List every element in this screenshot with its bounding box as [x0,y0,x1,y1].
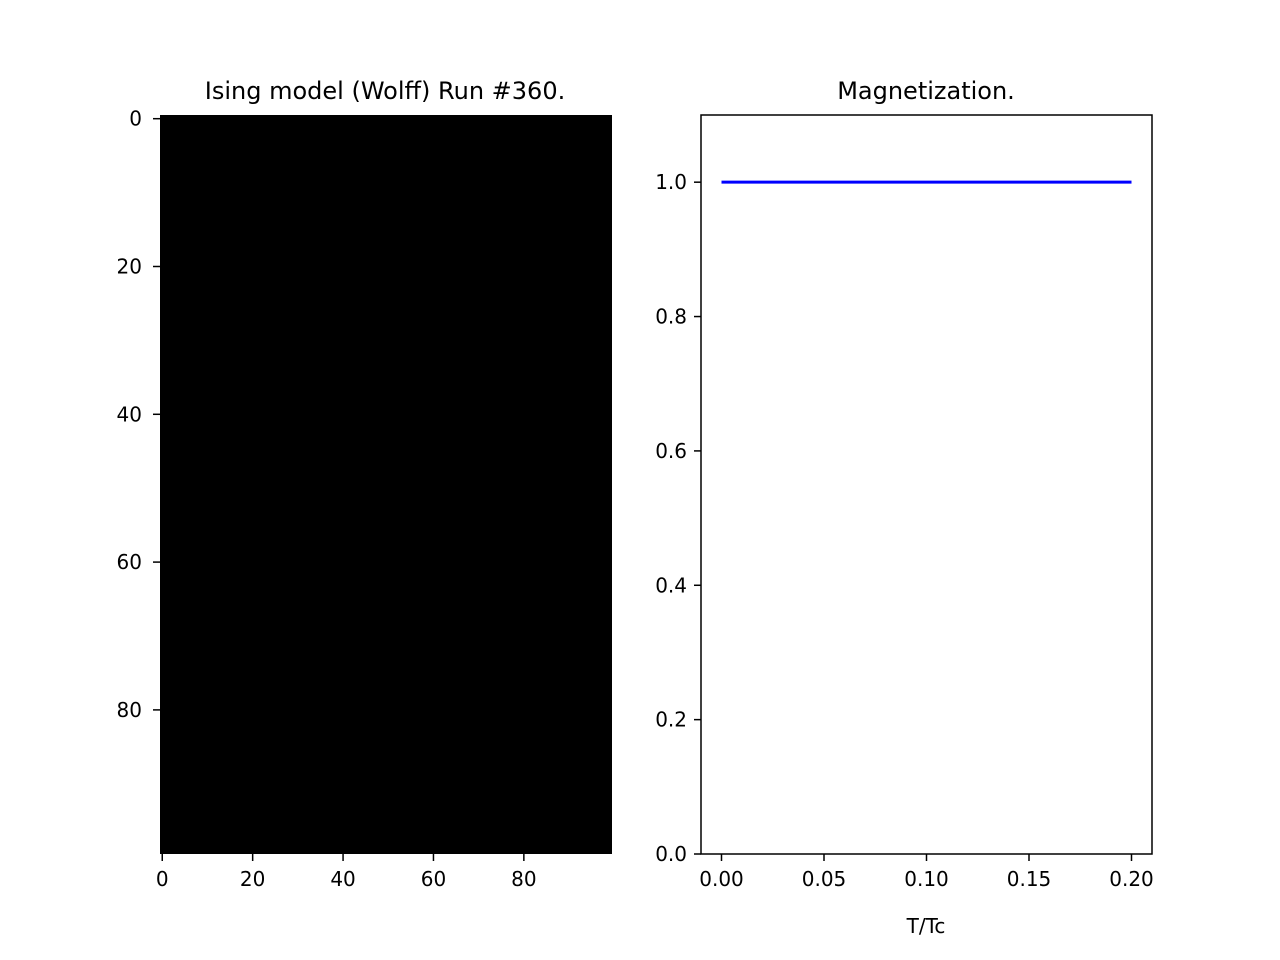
magnetization-y-tick-label: 0.0 [655,842,687,866]
lattice-y-tick-label: 20 [117,254,142,278]
magnetization-x-tick-label: 0.20 [1109,867,1154,891]
magnetization-x-label: T/Tc [906,914,946,938]
lattice-y-tick-label: 80 [117,698,142,722]
magnetization-y-axis: 0.0 0.2 0.4 0.6 0.8 1.0 [655,170,701,866]
lattice-y-axis: 0 20 40 60 80 [117,107,160,722]
lattice-x-tick-label: 0 [156,867,169,891]
magnetization-axes-frame [700,114,1153,855]
lattice-panel: Ising model (Wolff) Run #360. 0 20 40 60 80 … [117,77,612,891]
lattice-heatmap [160,115,612,854]
lattice-x-tick-label: 60 [421,867,446,891]
lattice-y-tick-label: 60 [117,550,142,574]
magnetization-y-tick-label: 1.0 [655,170,687,194]
magnetization-y-tick-label: 0.6 [655,439,687,463]
magnetization-x-tick-label: 0.00 [699,867,744,891]
lattice-title: Ising model (Wolff) Run #360. [205,77,565,105]
lattice-x-axis: 0 20 40 60 80 [156,854,537,891]
magnetization-x-tick-label: 0.10 [904,867,949,891]
magnetization-y-tick-label: 0.4 [655,573,687,597]
magnetization-y-tick-label: 0.8 [655,305,687,329]
lattice-x-tick-label: 40 [330,867,355,891]
lattice-x-tick-label: 80 [511,867,536,891]
magnetization-title: Magnetization. [837,77,1015,105]
lattice-x-tick-label: 20 [240,867,265,891]
magnetization-y-tick-label: 0.2 [655,708,687,732]
lattice-y-tick-label: 0 [129,107,142,131]
lattice-y-tick-label: 40 [117,402,142,426]
magnetization-panel: Magnetization. 0.00 0.05 0.10 0.15 0.20 0.00… [655,77,1154,938]
magnetization-x-axis: 0.00 0.05 0.10 0.15 0.20 [699,854,1154,891]
magnetization-x-tick-label: 0.15 [1007,867,1052,891]
magnetization-x-tick-label: 0.05 [802,867,847,891]
